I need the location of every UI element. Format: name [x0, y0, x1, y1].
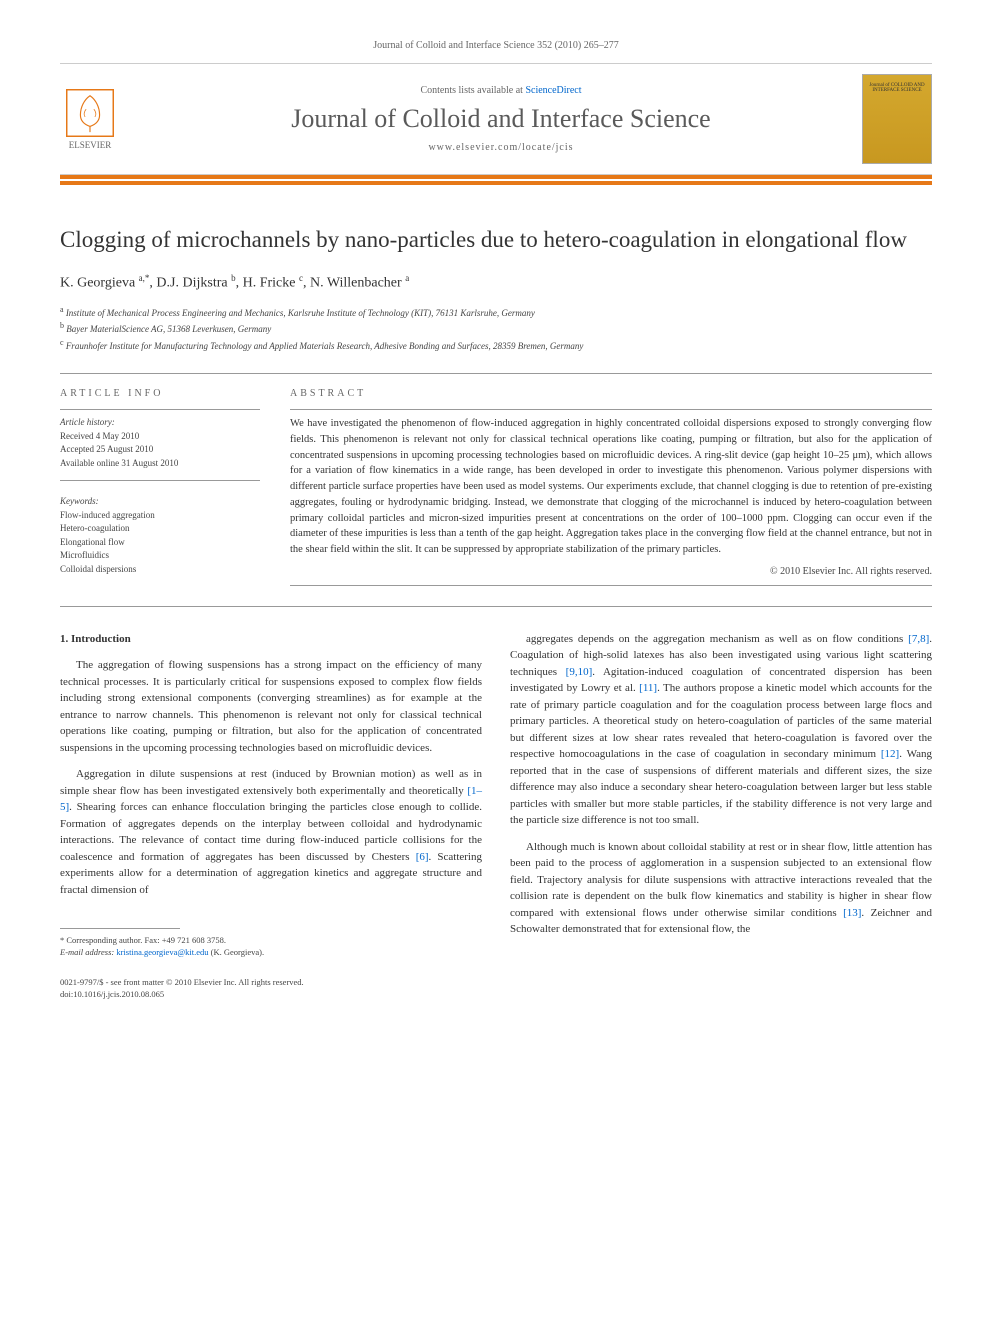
- paragraph: The aggregation of flowing suspensions h…: [60, 657, 482, 756]
- journal-name: Journal of Colloid and Interface Science: [140, 104, 862, 134]
- contents-available: Contents lists available at ScienceDirec…: [140, 85, 862, 96]
- article-info: ARTICLE INFO Article history: Received 4…: [60, 388, 260, 586]
- divider: [60, 373, 932, 374]
- accent-bar-top: [60, 175, 932, 179]
- front-matter: 0021-9797/$ - see front matter © 2010 El…: [60, 977, 482, 989]
- keywords-label: Keywords:: [60, 495, 260, 509]
- keyword: Colloidal dispersions: [60, 563, 260, 577]
- cover-label: Journal of COLLOID AND INTERFACE SCIENCE: [868, 83, 926, 93]
- affiliation-a: a Institute of Mechanical Process Engine…: [60, 304, 932, 321]
- history-label: Article history:: [60, 416, 260, 430]
- accepted-date: Accepted 25 August 2010: [60, 443, 260, 457]
- divider: [60, 606, 932, 607]
- affiliations: a Institute of Mechanical Process Engine…: [60, 304, 932, 354]
- keyword: Hetero-coagulation: [60, 522, 260, 536]
- cover-thumbnail: Journal of COLLOID AND INTERFACE SCIENCE: [862, 74, 932, 164]
- paragraph: aggregates depends on the aggregation me…: [510, 631, 932, 829]
- online-date: Available online 31 August 2010: [60, 457, 260, 471]
- paragraph: Aggregation in dilute suspensions at res…: [60, 766, 482, 898]
- publisher-name: ELSEVIER: [69, 140, 112, 150]
- footer-meta: 0021-9797/$ - see front matter © 2010 El…: [60, 977, 482, 1001]
- footnote-separator: [60, 928, 180, 929]
- abstract-text: We have investigated the phenomenon of f…: [290, 416, 932, 558]
- abstract-label: ABSTRACT: [290, 388, 932, 399]
- paragraph: Although much is known about colloidal s…: [510, 839, 932, 938]
- elsevier-logo: ELSEVIER: [60, 84, 120, 154]
- authors-list: K. Georgieva a,*, D.J. Dijkstra b, H. Fr…: [60, 273, 932, 292]
- email-who: (K. Georgieva).: [211, 947, 264, 957]
- affiliation-b: b Bayer MaterialScience AG, 51368 Leverk…: [60, 320, 932, 337]
- email-link[interactable]: kristina.georgieva@kit.edu: [116, 947, 208, 957]
- section-heading: 1. Introduction: [60, 631, 482, 648]
- keyword: Flow-induced aggregation: [60, 509, 260, 523]
- corresponding-author: * Corresponding author. Fax: +49 721 608…: [60, 935, 482, 947]
- elsevier-tree-icon: [66, 89, 114, 137]
- received-date: Received 4 May 2010: [60, 430, 260, 444]
- accent-bar-bottom: [60, 181, 932, 185]
- article-title: Clogging of microchannels by nano-partic…: [60, 225, 932, 255]
- body-column-left: 1. Introduction The aggregation of flowi…: [60, 631, 482, 1001]
- body-column-right: aggregates depends on the aggregation me…: [510, 631, 932, 1001]
- email-label: E-mail address:: [60, 947, 114, 957]
- abstract: ABSTRACT We have investigated the phenom…: [290, 388, 932, 586]
- journal-url[interactable]: www.elsevier.com/locate/jcis: [140, 142, 862, 153]
- article-info-label: ARTICLE INFO: [60, 388, 260, 399]
- affiliation-c: c Fraunhofer Institute for Manufacturing…: [60, 337, 932, 354]
- doi: doi:10.1016/j.jcis.2010.08.065: [60, 989, 482, 1001]
- keyword: Microfluidics: [60, 549, 260, 563]
- email-footnote: E-mail address: kristina.georgieva@kit.e…: [60, 947, 482, 959]
- journal-header: ELSEVIER Contents lists available at Sci…: [60, 63, 932, 175]
- body-text: 1. Introduction The aggregation of flowi…: [60, 631, 932, 1001]
- contents-prefix: Contents lists available at: [420, 85, 525, 96]
- keyword: Elongational flow: [60, 536, 260, 550]
- sciencedirect-link[interactable]: ScienceDirect: [525, 85, 581, 96]
- abstract-copyright: © 2010 Elsevier Inc. All rights reserved…: [290, 566, 932, 577]
- citation-line: Journal of Colloid and Interface Science…: [60, 40, 932, 51]
